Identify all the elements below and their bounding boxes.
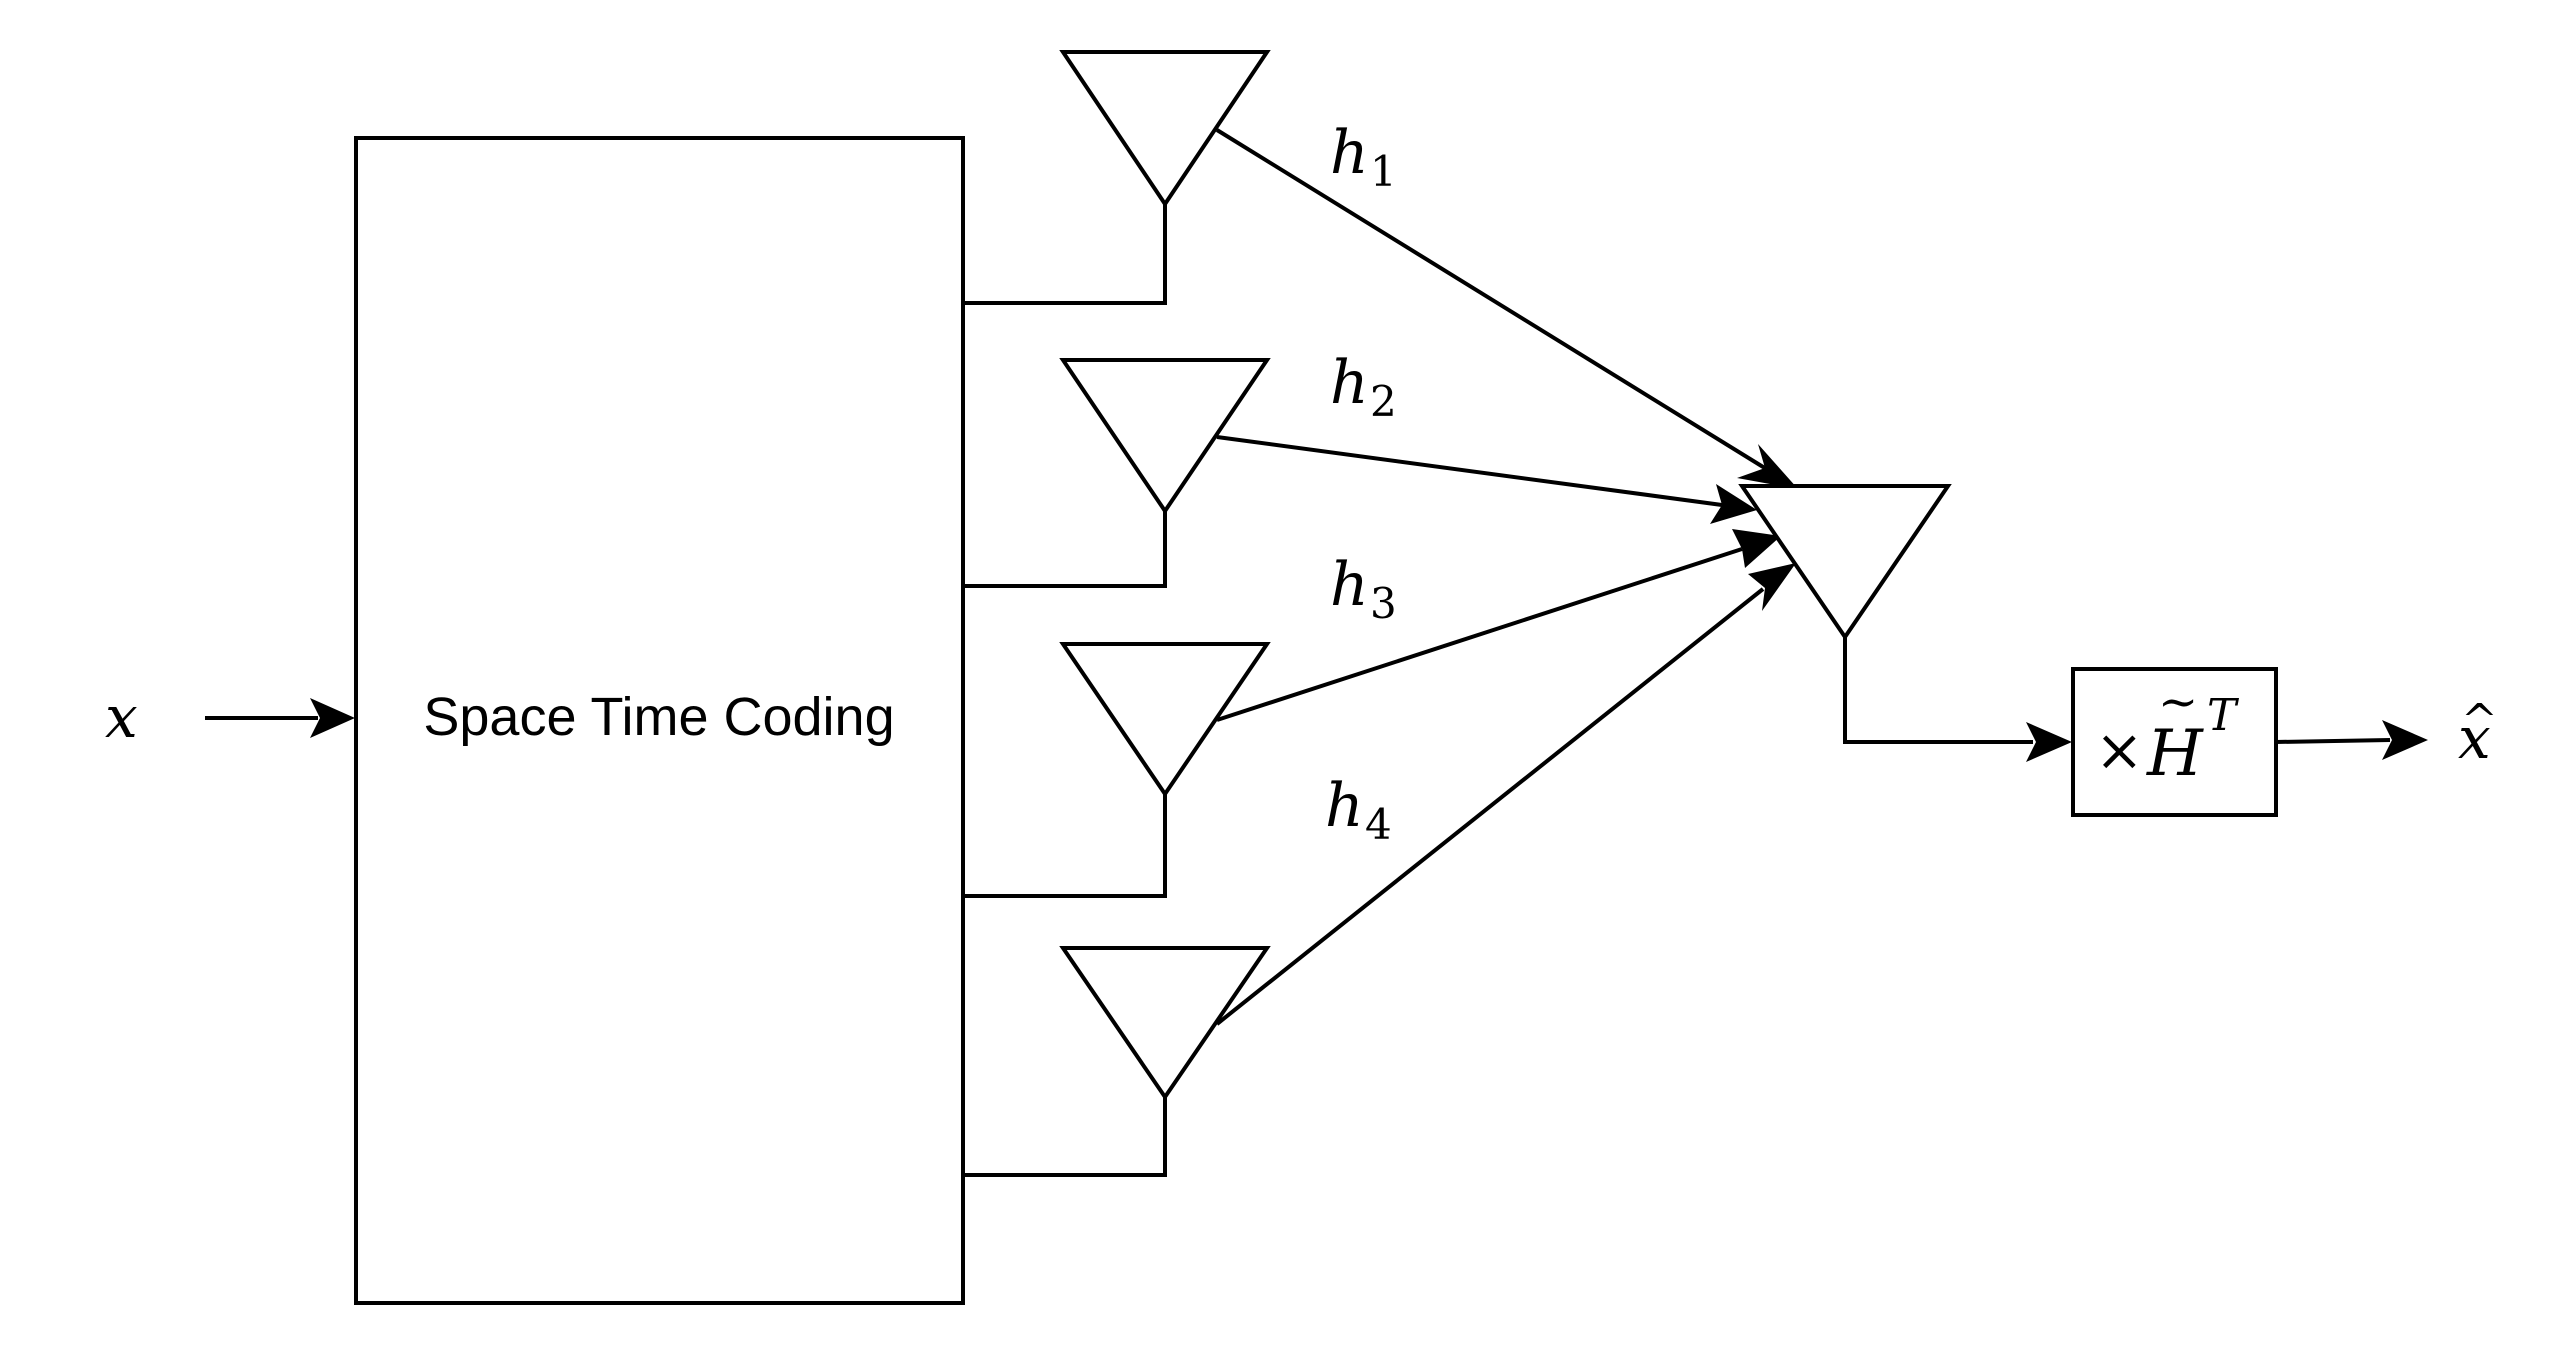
rx-feed-arrow-head	[2026, 722, 2072, 762]
input-arrow-head	[310, 698, 355, 738]
space-time-coding-label: Space Time Coding	[423, 687, 894, 747]
output-arrow-head	[2382, 720, 2428, 760]
svg-text:x: x	[2458, 704, 2491, 772]
channel-path-2	[1216, 435, 1723, 507]
channel-arrow-head-4	[1748, 563, 1796, 611]
svg-text:×: ×	[2095, 716, 2144, 784]
channel-arrow-head-1	[1737, 444, 1798, 489]
channel-label-3: h 3	[1330, 550, 1397, 628]
channel-path-1	[1215, 128, 1770, 472]
output-label: x ^	[2458, 695, 2498, 772]
svg-text:4: 4	[1365, 800, 1392, 849]
combiner-block	[2071, 667, 2278, 817]
channel-label-1: h 1	[1330, 118, 1397, 196]
svg-text:~: ~	[2158, 674, 2198, 730]
channel-path-3	[1216, 547, 1743, 722]
svg-text:2: 2	[1370, 377, 1397, 426]
svg-text:h: h	[1330, 550, 1369, 620]
rx-antenna	[1738, 484, 1952, 641]
svg-text:h: h	[1330, 118, 1369, 188]
svg-text:1: 1	[1370, 147, 1397, 196]
channel-arrow-head-2	[1710, 484, 1757, 524]
svg-text:h: h	[1325, 771, 1364, 841]
rx-feed-line	[1843, 637, 2033, 744]
svg-text:h: h	[1330, 348, 1369, 418]
feed-line-1	[963, 204, 1167, 305]
space-time-coding-block	[354, 136, 965, 1305]
svg-text:3: 3	[1370, 579, 1397, 628]
output-arrow-line	[2275, 738, 2391, 744]
svg-text:H: H	[2146, 717, 2204, 791]
tx-antenna-4	[1059, 946, 1271, 1101]
tx-antenna-3	[1059, 642, 1271, 798]
feed-line-2	[963, 511, 1167, 588]
channel-label-2: h 2	[1330, 348, 1397, 426]
svg-text:^: ^	[2461, 695, 2498, 746]
combiner-label: × H ~ T	[2095, 674, 2240, 791]
feed-line-3	[963, 794, 1167, 898]
tx-antenna-1	[1059, 50, 1271, 208]
channel-arrow-head-3	[1732, 529, 1781, 568]
feed-line-4	[963, 1097, 1167, 1177]
channel-label-4: h 4	[1325, 771, 1392, 849]
svg-text:T: T	[2207, 690, 2240, 741]
channel-path-4	[1215, 587, 1765, 1026]
tx-antenna-2	[1059, 358, 1271, 515]
input-label: x	[105, 683, 138, 751]
